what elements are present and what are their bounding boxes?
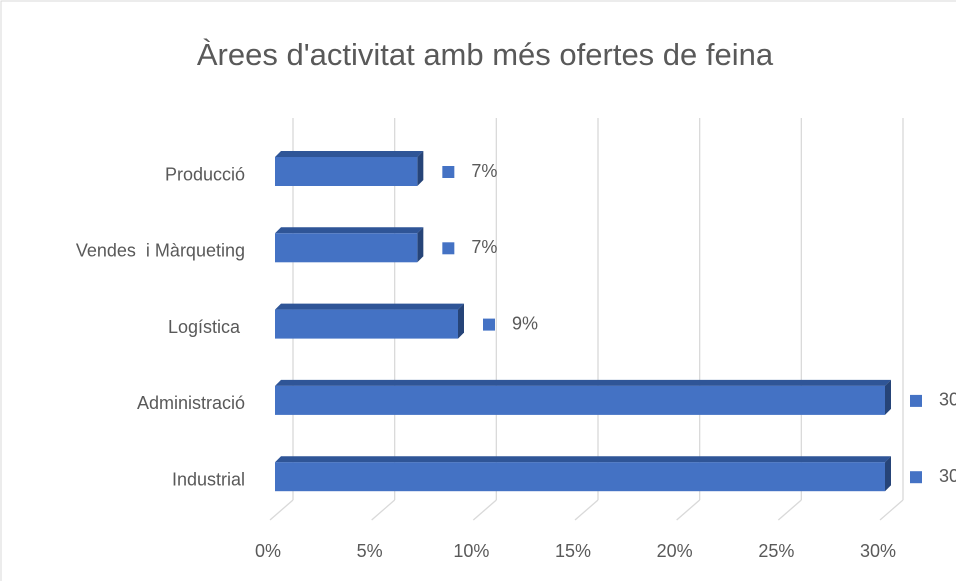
- y-tick-label: Administració: [137, 393, 245, 413]
- x-tick-label: 25%: [758, 541, 794, 561]
- grid-line-floor: [777, 499, 802, 521]
- chart-title: Àrees d'activitat amb més ofertes de fei…: [197, 37, 774, 72]
- x-tick-label: 20%: [657, 541, 693, 561]
- grid-line-floor: [269, 499, 294, 521]
- y-tick-label: Industrial: [172, 469, 245, 489]
- data-label: 30%: [939, 390, 956, 410]
- data-label-key: [442, 242, 455, 255]
- bar: [275, 233, 418, 263]
- data-label: 7%: [471, 237, 497, 257]
- bar-top: [275, 379, 891, 386]
- bar-top: [275, 151, 424, 157]
- bar: [275, 385, 885, 415]
- bar: [275, 309, 458, 339]
- bar: [275, 157, 418, 186]
- bar-side: [885, 456, 891, 492]
- y-tick-label: Producció: [165, 164, 245, 184]
- data-label-key: [910, 471, 922, 484]
- grid-line-floor: [371, 499, 396, 521]
- bar-top: [275, 227, 424, 234]
- x-tick-label: 10%: [453, 541, 489, 561]
- bar-top: [275, 456, 891, 463]
- data-label: 9%: [512, 313, 538, 333]
- data-label-key: [483, 318, 495, 331]
- data-label-key: [442, 166, 455, 178]
- x-tick-label: 0%: [255, 541, 281, 561]
- bar-top: [275, 303, 464, 310]
- bar-side: [417, 227, 424, 263]
- x-tick-label: 5%: [357, 541, 383, 561]
- data-label: 7%: [471, 161, 497, 181]
- bar-side: [458, 303, 464, 339]
- x-tick-label: 30%: [860, 541, 896, 561]
- bar-side: [417, 151, 424, 186]
- y-tick-label: Logística: [168, 317, 245, 337]
- bar: [275, 462, 885, 492]
- x-tick-label: 15%: [555, 541, 591, 561]
- grid-line-floor: [879, 499, 904, 521]
- data-label-key: [910, 394, 922, 407]
- grid-line-floor: [676, 499, 701, 521]
- grid-line-floor: [574, 499, 599, 521]
- data-label: 30%: [939, 466, 956, 486]
- grid-line-floor: [472, 499, 497, 521]
- bar-side: [885, 379, 891, 415]
- y-tick-label: Vendes i Màrqueting: [76, 241, 245, 261]
